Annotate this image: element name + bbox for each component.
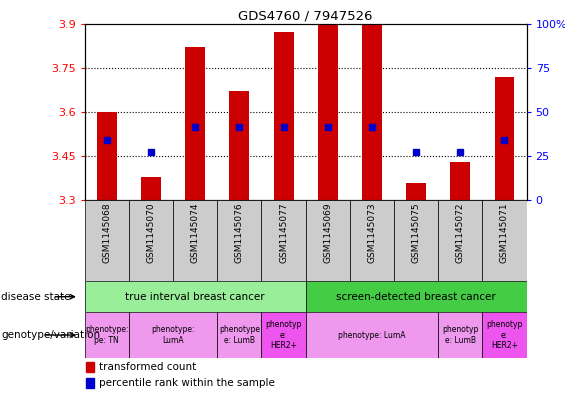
Bar [306, 200, 350, 281]
Bar [306, 281, 527, 312]
Bar [438, 312, 483, 358]
Text: GSM1145077: GSM1145077 [279, 202, 288, 263]
Text: GSM1145068: GSM1145068 [102, 202, 111, 263]
Bar [85, 281, 306, 312]
Bar [97, 112, 117, 200]
Text: phenotype
e: LumB: phenotype e: LumB [219, 325, 260, 345]
Bar [229, 91, 249, 200]
Bar [86, 362, 94, 372]
Bar [185, 47, 205, 200]
Text: phenotyp
e:
HER2+: phenotyp e: HER2+ [266, 320, 302, 350]
Text: GSM1145070: GSM1145070 [146, 202, 155, 263]
Text: disease state: disease state [1, 292, 71, 302]
Bar [262, 312, 306, 358]
Text: transformed count: transformed count [99, 362, 196, 372]
Bar [438, 200, 483, 281]
Bar [129, 312, 218, 358]
Bar [218, 200, 262, 281]
Bar [273, 32, 293, 200]
Text: GSM1145073: GSM1145073 [367, 202, 376, 263]
Bar [218, 312, 262, 358]
Bar [85, 200, 129, 281]
Title: GDS4760 / 7947526: GDS4760 / 7947526 [238, 9, 373, 22]
Text: GSM1145075: GSM1145075 [412, 202, 420, 263]
Text: phenotyp
e: LumB: phenotyp e: LumB [442, 325, 479, 345]
Bar [141, 177, 161, 200]
Text: GSM1145071: GSM1145071 [500, 202, 509, 263]
Bar [129, 200, 173, 281]
Text: phenotype:
LumA: phenotype: LumA [151, 325, 195, 345]
Bar [394, 200, 438, 281]
Bar [483, 312, 527, 358]
Bar [350, 200, 394, 281]
Bar [362, 24, 382, 200]
Bar [318, 24, 338, 200]
Text: genotype/variation: genotype/variation [1, 330, 100, 340]
Bar [86, 378, 94, 387]
Text: GSM1145076: GSM1145076 [235, 202, 244, 263]
Bar [173, 200, 218, 281]
Bar [306, 312, 438, 358]
Bar [406, 183, 426, 200]
Bar [483, 200, 527, 281]
Text: phenotyp
e:
HER2+: phenotyp e: HER2+ [486, 320, 523, 350]
Text: phenotype:
pe: TN: phenotype: pe: TN [85, 325, 129, 345]
Bar [450, 162, 470, 200]
Text: percentile rank within the sample: percentile rank within the sample [99, 378, 275, 388]
Text: GSM1145074: GSM1145074 [191, 202, 199, 263]
Bar [262, 200, 306, 281]
Bar [85, 312, 129, 358]
Text: true interval breast cancer: true interval breast cancer [125, 292, 265, 302]
Bar [494, 77, 514, 200]
Text: phenotype: LumA: phenotype: LumA [338, 331, 406, 340]
Text: GSM1145072: GSM1145072 [456, 202, 465, 263]
Text: GSM1145069: GSM1145069 [323, 202, 332, 263]
Text: screen-detected breast cancer: screen-detected breast cancer [336, 292, 496, 302]
